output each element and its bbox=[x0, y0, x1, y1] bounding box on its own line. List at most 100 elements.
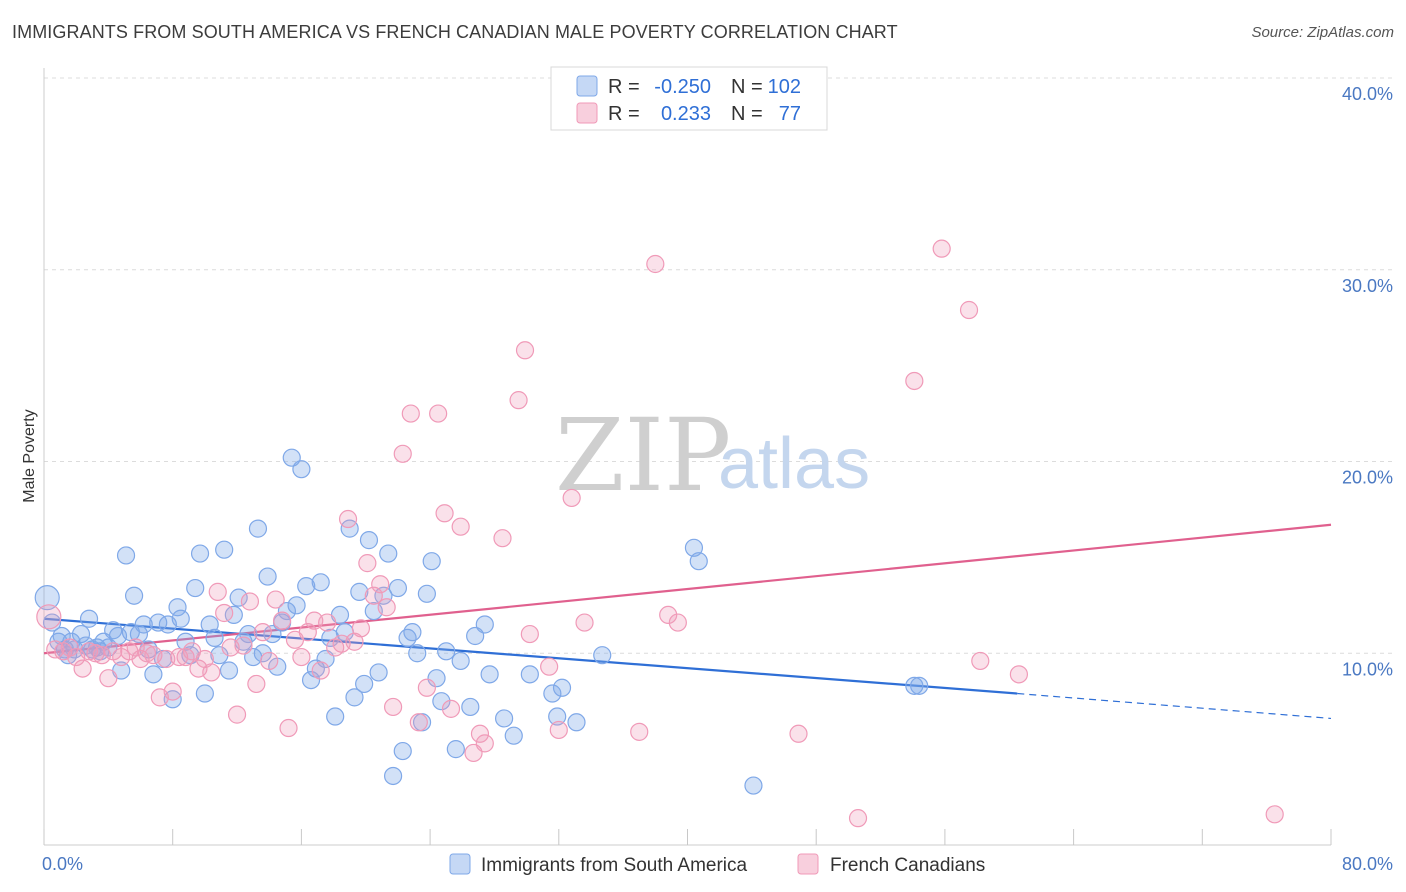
trend-line-extension-0 bbox=[1017, 692, 1332, 720]
data-point-south-america-87 bbox=[446, 740, 465, 759]
data-point-south-america-70 bbox=[359, 531, 379, 550]
data-point-french-canadian-57 bbox=[417, 678, 436, 697]
data-point-south-america-95 bbox=[520, 665, 539, 684]
watermark-atlas: atlas bbox=[718, 424, 870, 504]
data-point-french-canadian-36 bbox=[272, 611, 292, 630]
data-point-french-canadian-69 bbox=[540, 657, 559, 676]
data-point-south-america-34 bbox=[186, 578, 205, 598]
data-point-french-canadian-29 bbox=[227, 705, 247, 724]
trend-lines bbox=[43, 523, 1332, 720]
data-point-south-america-75 bbox=[383, 766, 403, 786]
data-point-south-america-104 bbox=[905, 676, 924, 695]
bottom-legend-label-1: Immigrants from South America bbox=[481, 855, 748, 876]
data-point-french-canadian-9 bbox=[99, 669, 118, 688]
data-point-french-canadian-34 bbox=[260, 651, 279, 671]
data-point-south-america-53 bbox=[277, 601, 297, 621]
data-point-french-canadian-48 bbox=[351, 619, 371, 638]
data-point-south-america-86 bbox=[437, 642, 456, 661]
data-point-french-canadian-82 bbox=[971, 651, 990, 671]
y-tick-label-40: 40.0% bbox=[1342, 84, 1393, 104]
watermark: ZIP atlas bbox=[555, 397, 870, 514]
data-point-french-canadian-8 bbox=[92, 646, 112, 665]
data-point-french-canadian-78 bbox=[848, 809, 868, 828]
data-point-south-america-83 bbox=[422, 552, 441, 571]
data-point-french-canadian-77 bbox=[789, 724, 808, 743]
data-point-french-canadian-26 bbox=[208, 582, 227, 601]
data-point-french-canadian-30 bbox=[234, 636, 253, 655]
data-point-south-america-97 bbox=[548, 707, 567, 726]
data-point-south-america-101 bbox=[684, 538, 704, 557]
data-point-south-america-10 bbox=[79, 609, 99, 628]
data-point-south-america-49 bbox=[258, 567, 277, 586]
y-axis-label: Male Poverty bbox=[21, 409, 38, 502]
data-point-south-america-85 bbox=[432, 692, 451, 711]
trend-line-0 bbox=[43, 617, 1018, 695]
data-point-south-america-58 bbox=[301, 670, 321, 690]
data-point-south-america-40 bbox=[215, 540, 234, 559]
legend-r-label-2: R = bbox=[608, 103, 640, 125]
data-point-south-america-103 bbox=[744, 776, 763, 795]
data-point-south-america-98 bbox=[552, 678, 572, 697]
data-point-french-canadian-65 bbox=[493, 529, 512, 548]
data-point-french-canadian-19 bbox=[163, 682, 182, 701]
data-point-french-canadian-15 bbox=[137, 644, 157, 663]
data-point-south-america-56 bbox=[292, 460, 311, 479]
data-point-french-canadian-80 bbox=[932, 239, 951, 258]
data-point-south-america-93 bbox=[495, 709, 514, 728]
data-point-french-canadian-27 bbox=[215, 603, 234, 623]
data-point-south-america-100 bbox=[593, 646, 612, 665]
data-point-french-canadian-68 bbox=[520, 624, 539, 644]
data-point-french-canadian-49 bbox=[358, 554, 377, 573]
x-tick-label-right: 80.0% bbox=[1342, 854, 1393, 874]
data-point-french-canadian-73 bbox=[630, 722, 649, 741]
data-point-south-america-84 bbox=[427, 669, 446, 688]
axes bbox=[43, 68, 1332, 846]
data-point-french-canadian-39 bbox=[292, 647, 311, 667]
data-point-south-america-92 bbox=[480, 665, 499, 684]
bottom-legend-swatch-blue bbox=[449, 853, 471, 875]
data-point-south-america-38 bbox=[205, 628, 224, 648]
data-point-south-america-102 bbox=[689, 552, 708, 571]
data-point-south-america-41 bbox=[219, 661, 239, 680]
data-point-south-america-89 bbox=[461, 697, 480, 717]
bottom-legend-label-2: French Canadians bbox=[830, 855, 985, 876]
y-tick-label-10: 10.0% bbox=[1342, 659, 1393, 679]
data-point-south-america-35 bbox=[190, 544, 210, 563]
data-point-french-canadian-63 bbox=[470, 724, 490, 743]
data-point-south-america-73 bbox=[374, 586, 393, 605]
data-point-french-canadian-67 bbox=[515, 341, 535, 360]
data-point-south-america-19 bbox=[116, 546, 136, 565]
data-point-french-canadian-72 bbox=[575, 613, 594, 632]
data-point-french-canadian-54 bbox=[393, 444, 412, 463]
bottom-legend-swatch-pink bbox=[797, 853, 819, 875]
legend-swatch-pink bbox=[576, 102, 598, 124]
data-point-south-america-91 bbox=[475, 615, 494, 634]
legend-n-value-1: 102 bbox=[768, 76, 801, 98]
data-point-south-america-16 bbox=[104, 621, 123, 640]
data-point-french-canadian-25 bbox=[202, 663, 221, 682]
data-point-french-canadian-56 bbox=[409, 713, 428, 732]
data-point-south-america-37 bbox=[200, 615, 219, 634]
data-point-french-canadian-7 bbox=[86, 644, 105, 663]
data-point-south-america-94 bbox=[504, 726, 523, 745]
data-point-french-canadian-40 bbox=[298, 623, 317, 642]
data-point-french-canadian-83 bbox=[1009, 665, 1029, 684]
legend-n-label-1: N = bbox=[731, 76, 763, 98]
data-point-french-canadian-35 bbox=[266, 590, 285, 609]
data-point-french-canadian-13 bbox=[126, 638, 145, 657]
data-point-french-canadian-37 bbox=[279, 718, 298, 738]
data-point-french-canadian-31 bbox=[240, 592, 260, 611]
data-point-south-america-45 bbox=[239, 624, 258, 644]
correlation-legend: R = -0.250 N = 102 R = 0.233 N = 77 bbox=[550, 66, 828, 131]
legend-n-value-2: 77 bbox=[779, 103, 801, 125]
data-point-french-canadian-76 bbox=[668, 613, 687, 632]
data-point-south-america-30 bbox=[168, 598, 187, 617]
data-point-south-america-78 bbox=[398, 628, 417, 648]
trend-line-1 bbox=[43, 523, 1332, 655]
data-point-french-canadian-60 bbox=[441, 699, 461, 718]
data-point-french-canadian-70 bbox=[549, 720, 568, 740]
data-point-south-america-80 bbox=[408, 644, 427, 663]
data-point-south-america-31 bbox=[171, 609, 190, 628]
chart-title: IMMIGRANTS FROM SOUTH AMERICA VS FRENCH … bbox=[12, 22, 898, 42]
